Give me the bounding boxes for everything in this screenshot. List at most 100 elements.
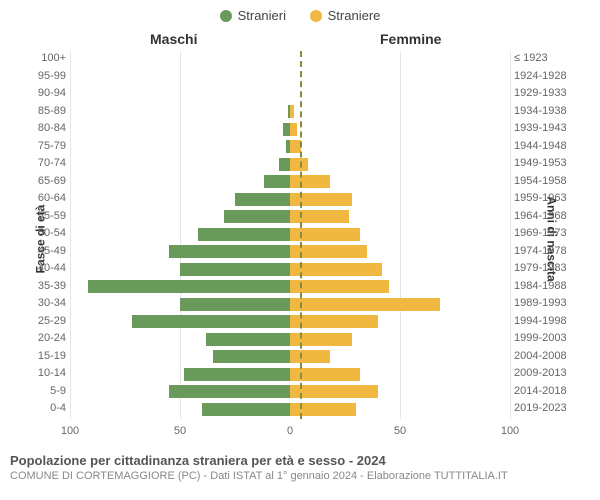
male-bar bbox=[283, 123, 290, 136]
male-half bbox=[70, 298, 290, 311]
female-bar bbox=[290, 298, 440, 311]
female-bar bbox=[290, 105, 294, 118]
male-half bbox=[70, 333, 290, 346]
x-tick-label: 0 bbox=[287, 425, 293, 437]
male-half bbox=[70, 280, 290, 293]
male-half bbox=[70, 105, 290, 118]
female-half bbox=[290, 298, 510, 311]
pyramid-row: 80-841939-1943 bbox=[70, 121, 510, 139]
male-bar bbox=[235, 193, 290, 206]
female-half bbox=[290, 140, 510, 153]
female-half bbox=[290, 403, 510, 416]
male-half bbox=[70, 263, 290, 276]
pyramid-row: 5-92014-2018 bbox=[70, 383, 510, 401]
male-bar bbox=[213, 350, 290, 363]
female-half bbox=[290, 245, 510, 258]
male-half bbox=[70, 123, 290, 136]
column-header-male: Maschi bbox=[150, 31, 197, 47]
pyramid-row: 60-641959-1963 bbox=[70, 191, 510, 209]
pyramid-row: 95-991924-1928 bbox=[70, 68, 510, 86]
male-bar bbox=[264, 175, 290, 188]
female-bar bbox=[290, 280, 389, 293]
pyramid-row: 75-791944-1948 bbox=[70, 138, 510, 156]
female-bar bbox=[290, 350, 330, 363]
female-half bbox=[290, 123, 510, 136]
pyramid-row: 65-691954-1958 bbox=[70, 173, 510, 191]
male-bar bbox=[279, 158, 290, 171]
caption-sub: COMUNE DI CORTEMAGGIORE (PC) - Dati ISTA… bbox=[10, 470, 590, 482]
female-half bbox=[290, 368, 510, 381]
center-line bbox=[300, 51, 302, 419]
male-half bbox=[70, 193, 290, 206]
male-half bbox=[70, 350, 290, 363]
pyramid-row: 45-491974-1978 bbox=[70, 243, 510, 261]
pyramid-row: 90-941929-1933 bbox=[70, 86, 510, 104]
legend: Stranieri Straniere bbox=[0, 0, 600, 29]
column-header-female: Femmine bbox=[380, 31, 441, 47]
pyramid-row: 50-541969-1973 bbox=[70, 226, 510, 244]
chart-area: Maschi Femmine Fasce di età Anni di nasc… bbox=[0, 29, 600, 449]
male-half bbox=[70, 210, 290, 223]
legend-swatch-male bbox=[220, 10, 232, 22]
male-half bbox=[70, 228, 290, 241]
female-half bbox=[290, 210, 510, 223]
female-bar bbox=[290, 385, 378, 398]
pyramid-row: 10-142009-2013 bbox=[70, 366, 510, 384]
x-tick-label: 100 bbox=[501, 425, 519, 437]
pyramid-row: 40-441979-1983 bbox=[70, 261, 510, 279]
female-half bbox=[290, 193, 510, 206]
pyramid-row: 35-391984-1988 bbox=[70, 278, 510, 296]
female-bar bbox=[290, 210, 349, 223]
male-bar bbox=[206, 333, 290, 346]
female-half bbox=[290, 280, 510, 293]
plot: 100+≤ 192395-991924-192890-941929-193385… bbox=[70, 51, 510, 419]
legend-label-female: Straniere bbox=[328, 8, 381, 23]
pyramid-row: 0-42019-2023 bbox=[70, 401, 510, 419]
male-bar bbox=[180, 263, 290, 276]
female-half bbox=[290, 333, 510, 346]
female-half bbox=[290, 385, 510, 398]
female-half bbox=[290, 105, 510, 118]
pyramid-row: 100+≤ 1923 bbox=[70, 51, 510, 69]
gridline bbox=[510, 51, 511, 419]
male-bar bbox=[198, 228, 290, 241]
female-half bbox=[290, 158, 510, 171]
female-half bbox=[290, 175, 510, 188]
pyramid-row: 20-241999-2003 bbox=[70, 331, 510, 349]
female-bar bbox=[290, 123, 297, 136]
male-half bbox=[70, 175, 290, 188]
male-bar bbox=[202, 403, 290, 416]
female-half bbox=[290, 228, 510, 241]
male-bar bbox=[132, 315, 290, 328]
pyramid-row: 25-291994-1998 bbox=[70, 313, 510, 331]
female-bar bbox=[290, 175, 330, 188]
female-half bbox=[290, 53, 510, 66]
male-bar bbox=[88, 280, 290, 293]
pyramid-row: 85-891934-1938 bbox=[70, 103, 510, 121]
legend-item-male: Stranieri bbox=[220, 8, 286, 23]
legend-label-male: Stranieri bbox=[238, 8, 286, 23]
male-half bbox=[70, 140, 290, 153]
male-half bbox=[70, 158, 290, 171]
male-bar bbox=[184, 368, 290, 381]
legend-swatch-female bbox=[310, 10, 322, 22]
male-bar bbox=[169, 385, 290, 398]
female-half bbox=[290, 350, 510, 363]
female-bar bbox=[290, 263, 382, 276]
male-bar bbox=[224, 210, 290, 223]
male-half bbox=[70, 88, 290, 101]
male-half bbox=[70, 53, 290, 66]
caption: Popolazione per cittadinanza straniera p… bbox=[0, 449, 600, 482]
male-half bbox=[70, 70, 290, 83]
female-half bbox=[290, 70, 510, 83]
female-half bbox=[290, 263, 510, 276]
pyramid-row: 55-591964-1968 bbox=[70, 208, 510, 226]
pyramid-row: 15-192004-2008 bbox=[70, 348, 510, 366]
female-bar bbox=[290, 315, 378, 328]
legend-item-female: Straniere bbox=[310, 8, 381, 23]
female-half bbox=[290, 88, 510, 101]
male-half bbox=[70, 368, 290, 381]
female-bar bbox=[290, 158, 308, 171]
male-half bbox=[70, 245, 290, 258]
caption-title: Popolazione per cittadinanza straniera p… bbox=[10, 453, 590, 468]
